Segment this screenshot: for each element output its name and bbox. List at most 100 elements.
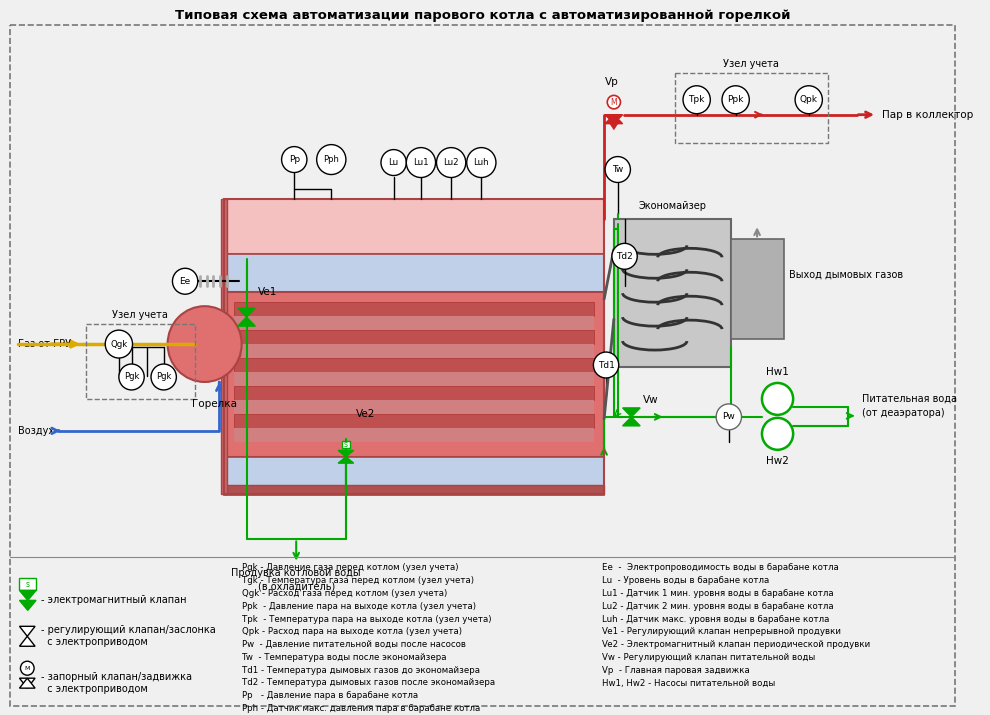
Circle shape — [593, 352, 619, 378]
Text: Ve2 - Электромагнитный клапан периодической продувки: Ve2 - Электромагнитный клапан периодичес… — [602, 640, 870, 649]
Polygon shape — [623, 408, 641, 417]
Polygon shape — [20, 679, 35, 688]
Circle shape — [683, 86, 710, 114]
Circle shape — [716, 404, 742, 430]
Bar — [234, 316, 594, 330]
Circle shape — [722, 86, 749, 114]
Text: Ppk  - Давление пара на выходе котла (узел учета): Ppk - Давление пара на выходе котла (узе… — [242, 602, 475, 611]
Text: Pph: Pph — [324, 155, 340, 164]
Text: Luh - Датчик макс. уровня воды в барабане котла: Luh - Датчик макс. уровня воды в барабан… — [602, 615, 830, 623]
Circle shape — [607, 95, 621, 109]
Text: Hw1, Hw2 - Насосы питательной воды: Hw1, Hw2 - Насосы питательной воды — [602, 679, 775, 687]
Text: Td2: Td2 — [616, 252, 633, 261]
Circle shape — [172, 268, 198, 294]
Bar — [224, 199, 604, 493]
Text: Vp  - Главная паровая задвижка: Vp - Главная паровая задвижка — [602, 666, 749, 675]
Text: Pw  - Давление питательной воды после насосов: Pw - Давление питательной воды после нас… — [242, 640, 465, 649]
Text: - регулирующий клапан/заслонка
  с электроприводом: - регулирующий клапан/заслонка с электро… — [41, 626, 216, 647]
Text: Lu1: Lu1 — [413, 158, 429, 167]
Text: Питательная вода: Питательная вода — [862, 394, 957, 404]
Text: Пар в коллектор: Пар в коллектор — [882, 109, 973, 119]
Bar — [234, 414, 594, 428]
Polygon shape — [20, 591, 36, 601]
Polygon shape — [238, 308, 255, 317]
Text: - электромагнитный клапан: - электромагнитный клапан — [41, 596, 186, 606]
Text: s: s — [26, 580, 30, 589]
Text: Ve1 - Регулирующий клапан непрерывной продувки: Ve1 - Регулирующий клапан непрерывной пр… — [602, 627, 842, 636]
Text: s: s — [344, 440, 347, 449]
Text: Pgk - Давление газа перед котлом (узел учета): Pgk - Давление газа перед котлом (узел у… — [242, 563, 458, 573]
Polygon shape — [339, 450, 353, 457]
Bar — [234, 386, 594, 400]
Text: Tw: Tw — [612, 165, 624, 174]
Bar — [234, 372, 594, 386]
Circle shape — [466, 147, 496, 177]
Bar — [224, 255, 604, 292]
Text: Tgk - Температура газа перед котлом (узел учета): Tgk - Температура газа перед котлом (узе… — [242, 576, 473, 586]
Text: Qgk - Расход газа перед котлом (узел учета): Qgk - Расход газа перед котлом (узел уче… — [242, 589, 446, 598]
Text: Vp: Vp — [605, 77, 619, 87]
Text: Выход дымовых газов: Выход дымовых газов — [789, 270, 903, 280]
Bar — [234, 400, 594, 414]
Circle shape — [605, 157, 631, 182]
Text: Pgk: Pgk — [156, 373, 171, 382]
Bar — [221, 199, 227, 493]
Text: Типовая схема автоматизации парового котла с автоматизированной горелкой: Типовая схема автоматизации парового кот… — [174, 9, 790, 22]
Text: Td2 - Температура дымовых газов после экономайзера: Td2 - Температура дымовых газов после эк… — [242, 679, 495, 687]
Circle shape — [406, 147, 436, 177]
Text: Hw2: Hw2 — [766, 455, 789, 465]
Polygon shape — [339, 457, 353, 463]
Polygon shape — [20, 636, 35, 646]
Text: Узел учета: Узел учета — [113, 310, 168, 320]
Polygon shape — [623, 417, 641, 426]
Text: Pp   - Давление пара в барабане котла: Pp - Давление пара в барабане котла — [242, 691, 418, 700]
Bar — [234, 428, 594, 442]
Bar — [224, 292, 604, 457]
Text: (от деаэратора): (от деаэратора) — [862, 408, 944, 418]
Bar — [224, 199, 604, 255]
Text: Tpk  - Температура пара на выходе котла (узел учета): Tpk - Температура пара на выходе котла (… — [242, 615, 491, 623]
Circle shape — [795, 86, 823, 114]
Text: Td1 - Температура дымовых газов до экономайзера: Td1 - Температура дымовых газов до эконо… — [242, 666, 479, 675]
Circle shape — [119, 364, 145, 390]
Bar — [234, 344, 594, 358]
Circle shape — [105, 330, 133, 358]
Text: Pp: Pp — [289, 155, 300, 164]
Polygon shape — [605, 114, 623, 124]
Polygon shape — [20, 601, 36, 611]
Text: Tpk: Tpk — [688, 95, 705, 104]
Text: Pgk: Pgk — [124, 373, 140, 382]
Polygon shape — [238, 317, 255, 326]
Polygon shape — [20, 626, 35, 636]
Text: Pph - Датчик макс. давления пара в барабане котла: Pph - Датчик макс. давления пара в бараб… — [242, 704, 480, 713]
Text: (в охладитель): (в охладитель) — [257, 581, 335, 591]
Text: Ve2: Ve2 — [355, 409, 375, 419]
Text: Экономайзер: Экономайзер — [639, 202, 706, 212]
Text: Lu2: Lu2 — [444, 158, 459, 167]
Bar — [675, 73, 829, 142]
Text: Lu  - Уровень воды в барабане котла: Lu - Уровень воды в барабане котла — [602, 576, 769, 586]
Text: Td1: Td1 — [598, 360, 615, 370]
Bar — [224, 457, 604, 495]
Text: Узел учета: Узел учета — [724, 59, 779, 69]
Bar — [234, 330, 594, 344]
Circle shape — [612, 243, 638, 270]
Text: Ee: Ee — [179, 277, 191, 286]
Polygon shape — [605, 114, 623, 124]
Text: Qgk: Qgk — [110, 340, 128, 349]
Bar — [20, 578, 36, 591]
Text: Luh: Luh — [473, 158, 489, 167]
Bar — [224, 485, 604, 493]
Bar — [731, 240, 784, 339]
Text: Газ от ГРУ: Газ от ГРУ — [18, 339, 70, 349]
Bar — [234, 358, 594, 372]
Text: - запорный клапан/задвижка
  с электроприводом: - запорный клапан/задвижка с электроприв… — [41, 672, 192, 694]
Text: M: M — [25, 666, 30, 671]
Text: Pw: Pw — [723, 413, 736, 421]
Text: Продувка котловой воды: Продувка котловой воды — [232, 568, 361, 578]
Circle shape — [762, 418, 793, 450]
Circle shape — [317, 144, 346, 174]
Circle shape — [381, 149, 406, 175]
Text: Qpk - Расход пара на выходе котла (узел учета): Qpk - Расход пара на выходе котла (узел … — [242, 627, 461, 636]
Text: Ppk: Ppk — [728, 95, 743, 104]
